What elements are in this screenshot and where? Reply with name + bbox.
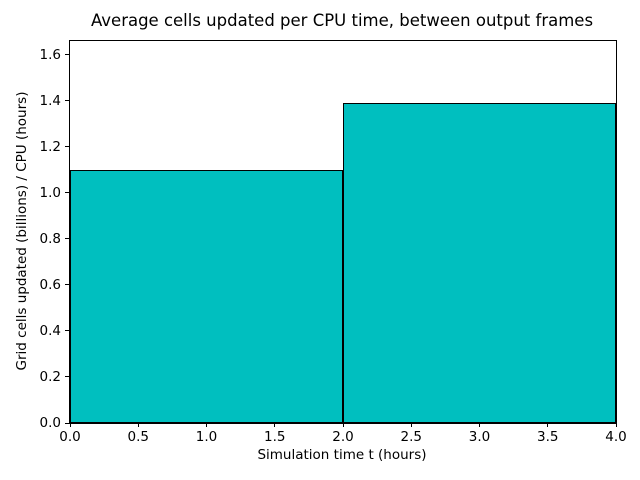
plot-area: 0.0 0.5 1.0 1.5 2.0 2.5 3.0 3.5 4.0 0.0 0.2 0.4 0.6 0… [40,40,627,445]
y-tick-mark [65,54,69,56]
y-axis-label: Grid cells updated (billions) / CPU (hou… [14,91,30,371]
x-tick-label: 3.0 [468,429,491,445]
y-tick-mark [65,100,69,102]
y-tick-mark [65,192,69,194]
y-tick-label: 0.8 [39,230,61,247]
y-tick-label: 0.4 [39,322,61,339]
y-tick-mark [65,284,69,286]
x-tick-label: 0.5 [127,429,149,445]
y-tick-label: 0.0 [39,415,61,431]
y-tick-mark [65,330,69,332]
y-tick-label: 1.4 [39,92,61,109]
y-tick-mark [65,238,69,240]
y-tick-mark [65,422,69,424]
x-tick-label: 4.0 [605,429,627,445]
x-tick-mark [69,423,71,427]
x-tick-mark [479,423,480,427]
y-tick-label: 1.0 [39,184,61,201]
histogram-bar [70,169,343,423]
x-tick-mark [615,423,617,427]
x-tick-mark [137,423,139,427]
y-tick-mark [65,376,69,378]
x-axis-label: Simulation time t (hours) [257,447,427,463]
chart-title: Average cells updated per CPU time, betw… [90,11,594,30]
histogram-bar [343,103,616,423]
y-tick-label: 1.2 [39,138,61,155]
x-tick-label: 2.5 [400,429,422,445]
y-tick-mark [65,146,69,148]
x-tick-label: 0.0 [59,429,81,445]
x-tick-mark [274,423,276,427]
x-tick-label: 1.5 [264,429,286,445]
x-tick-label: 1.0 [195,429,218,445]
x-tick-label: 2.0 [332,429,354,445]
y-tick-label: 0.2 [39,368,61,385]
y-tick-label: 1.6 [39,46,61,63]
x-tick-mark [342,423,344,427]
x-tick-mark [410,423,412,427]
x-tick-mark [206,423,207,427]
y-tick-label: 0.6 [39,276,61,293]
x-tick-label: 3.5 [537,429,559,445]
x-tick-mark [547,423,549,427]
